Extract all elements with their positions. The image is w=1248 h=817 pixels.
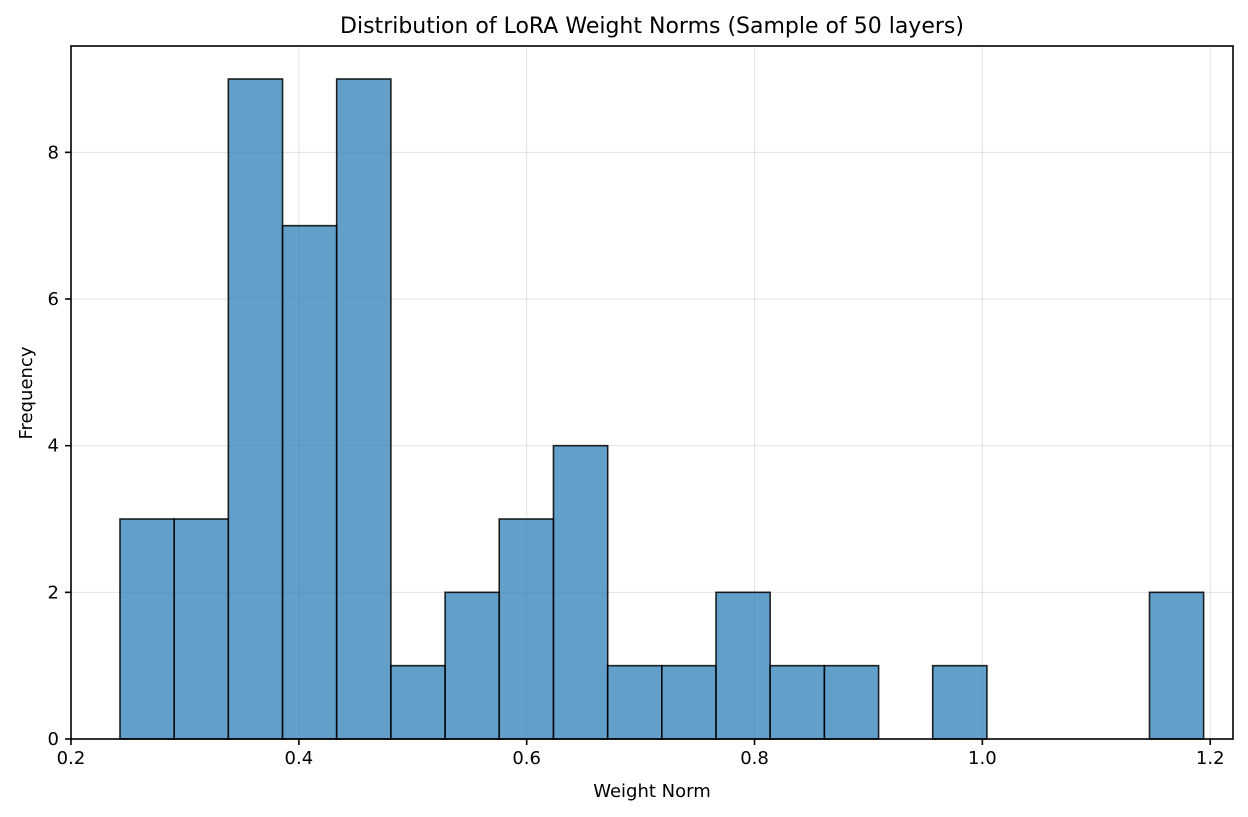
histogram-bar — [444, 591, 501, 740]
x-tick-label: 1.2 — [1196, 748, 1225, 769]
axis-ticks: 0.2 0.4 0.6 0.8 1.0 1.2 0 2 4 6 8 — [48, 142, 1225, 769]
x-tick-label: 0.6 — [512, 748, 541, 769]
histogram-bar — [498, 518, 555, 740]
plot-frame — [70, 45, 1234, 740]
histogram-bar — [552, 444, 609, 740]
histogram-bar — [335, 78, 392, 740]
y-tick-label: 2 — [48, 582, 59, 603]
histogram-bar — [769, 664, 826, 740]
histogram-bar — [390, 664, 446, 740]
histogram-bars — [119, 78, 1205, 740]
x-tick-label: 0.2 — [57, 748, 86, 769]
chart-title: Distribution of LoRA Weight Norms (Sampl… — [340, 14, 964, 39]
histogram-bar — [1148, 591, 1205, 740]
histogram-bar — [173, 518, 230, 740]
histogram-bar — [281, 224, 338, 740]
y-tick-label: 8 — [48, 142, 59, 163]
x-tick-label: 0.8 — [740, 748, 769, 769]
x-tick-label: 0.4 — [285, 748, 314, 769]
histogram-bar — [606, 664, 663, 740]
y-tick-label: 0 — [48, 729, 59, 750]
histogram-bar — [715, 591, 771, 740]
x-axis-label: Weight Norm — [593, 781, 711, 802]
histogram-bar — [931, 664, 988, 740]
y-tick-label: 6 — [48, 289, 59, 310]
x-tick-label: 1.0 — [968, 748, 997, 769]
histogram-bar — [119, 518, 176, 740]
y-tick-label: 4 — [48, 436, 59, 457]
histogram-bar — [660, 664, 717, 740]
histogram-bar — [227, 78, 284, 740]
histogram-bar — [823, 664, 880, 740]
y-axis-label: Frequency — [16, 346, 37, 439]
